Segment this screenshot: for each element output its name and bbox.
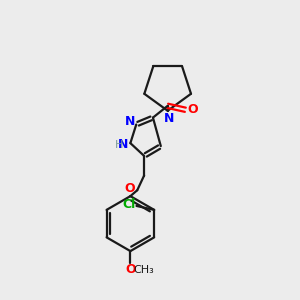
Text: CH₃: CH₃ xyxy=(134,265,154,275)
Text: N: N xyxy=(125,115,135,128)
Text: H: H xyxy=(114,140,123,150)
Text: N: N xyxy=(118,138,128,151)
Text: N: N xyxy=(164,112,174,125)
Text: Cl: Cl xyxy=(122,199,135,212)
Text: O: O xyxy=(187,103,197,116)
Text: O: O xyxy=(124,182,135,195)
Text: O: O xyxy=(125,263,136,276)
